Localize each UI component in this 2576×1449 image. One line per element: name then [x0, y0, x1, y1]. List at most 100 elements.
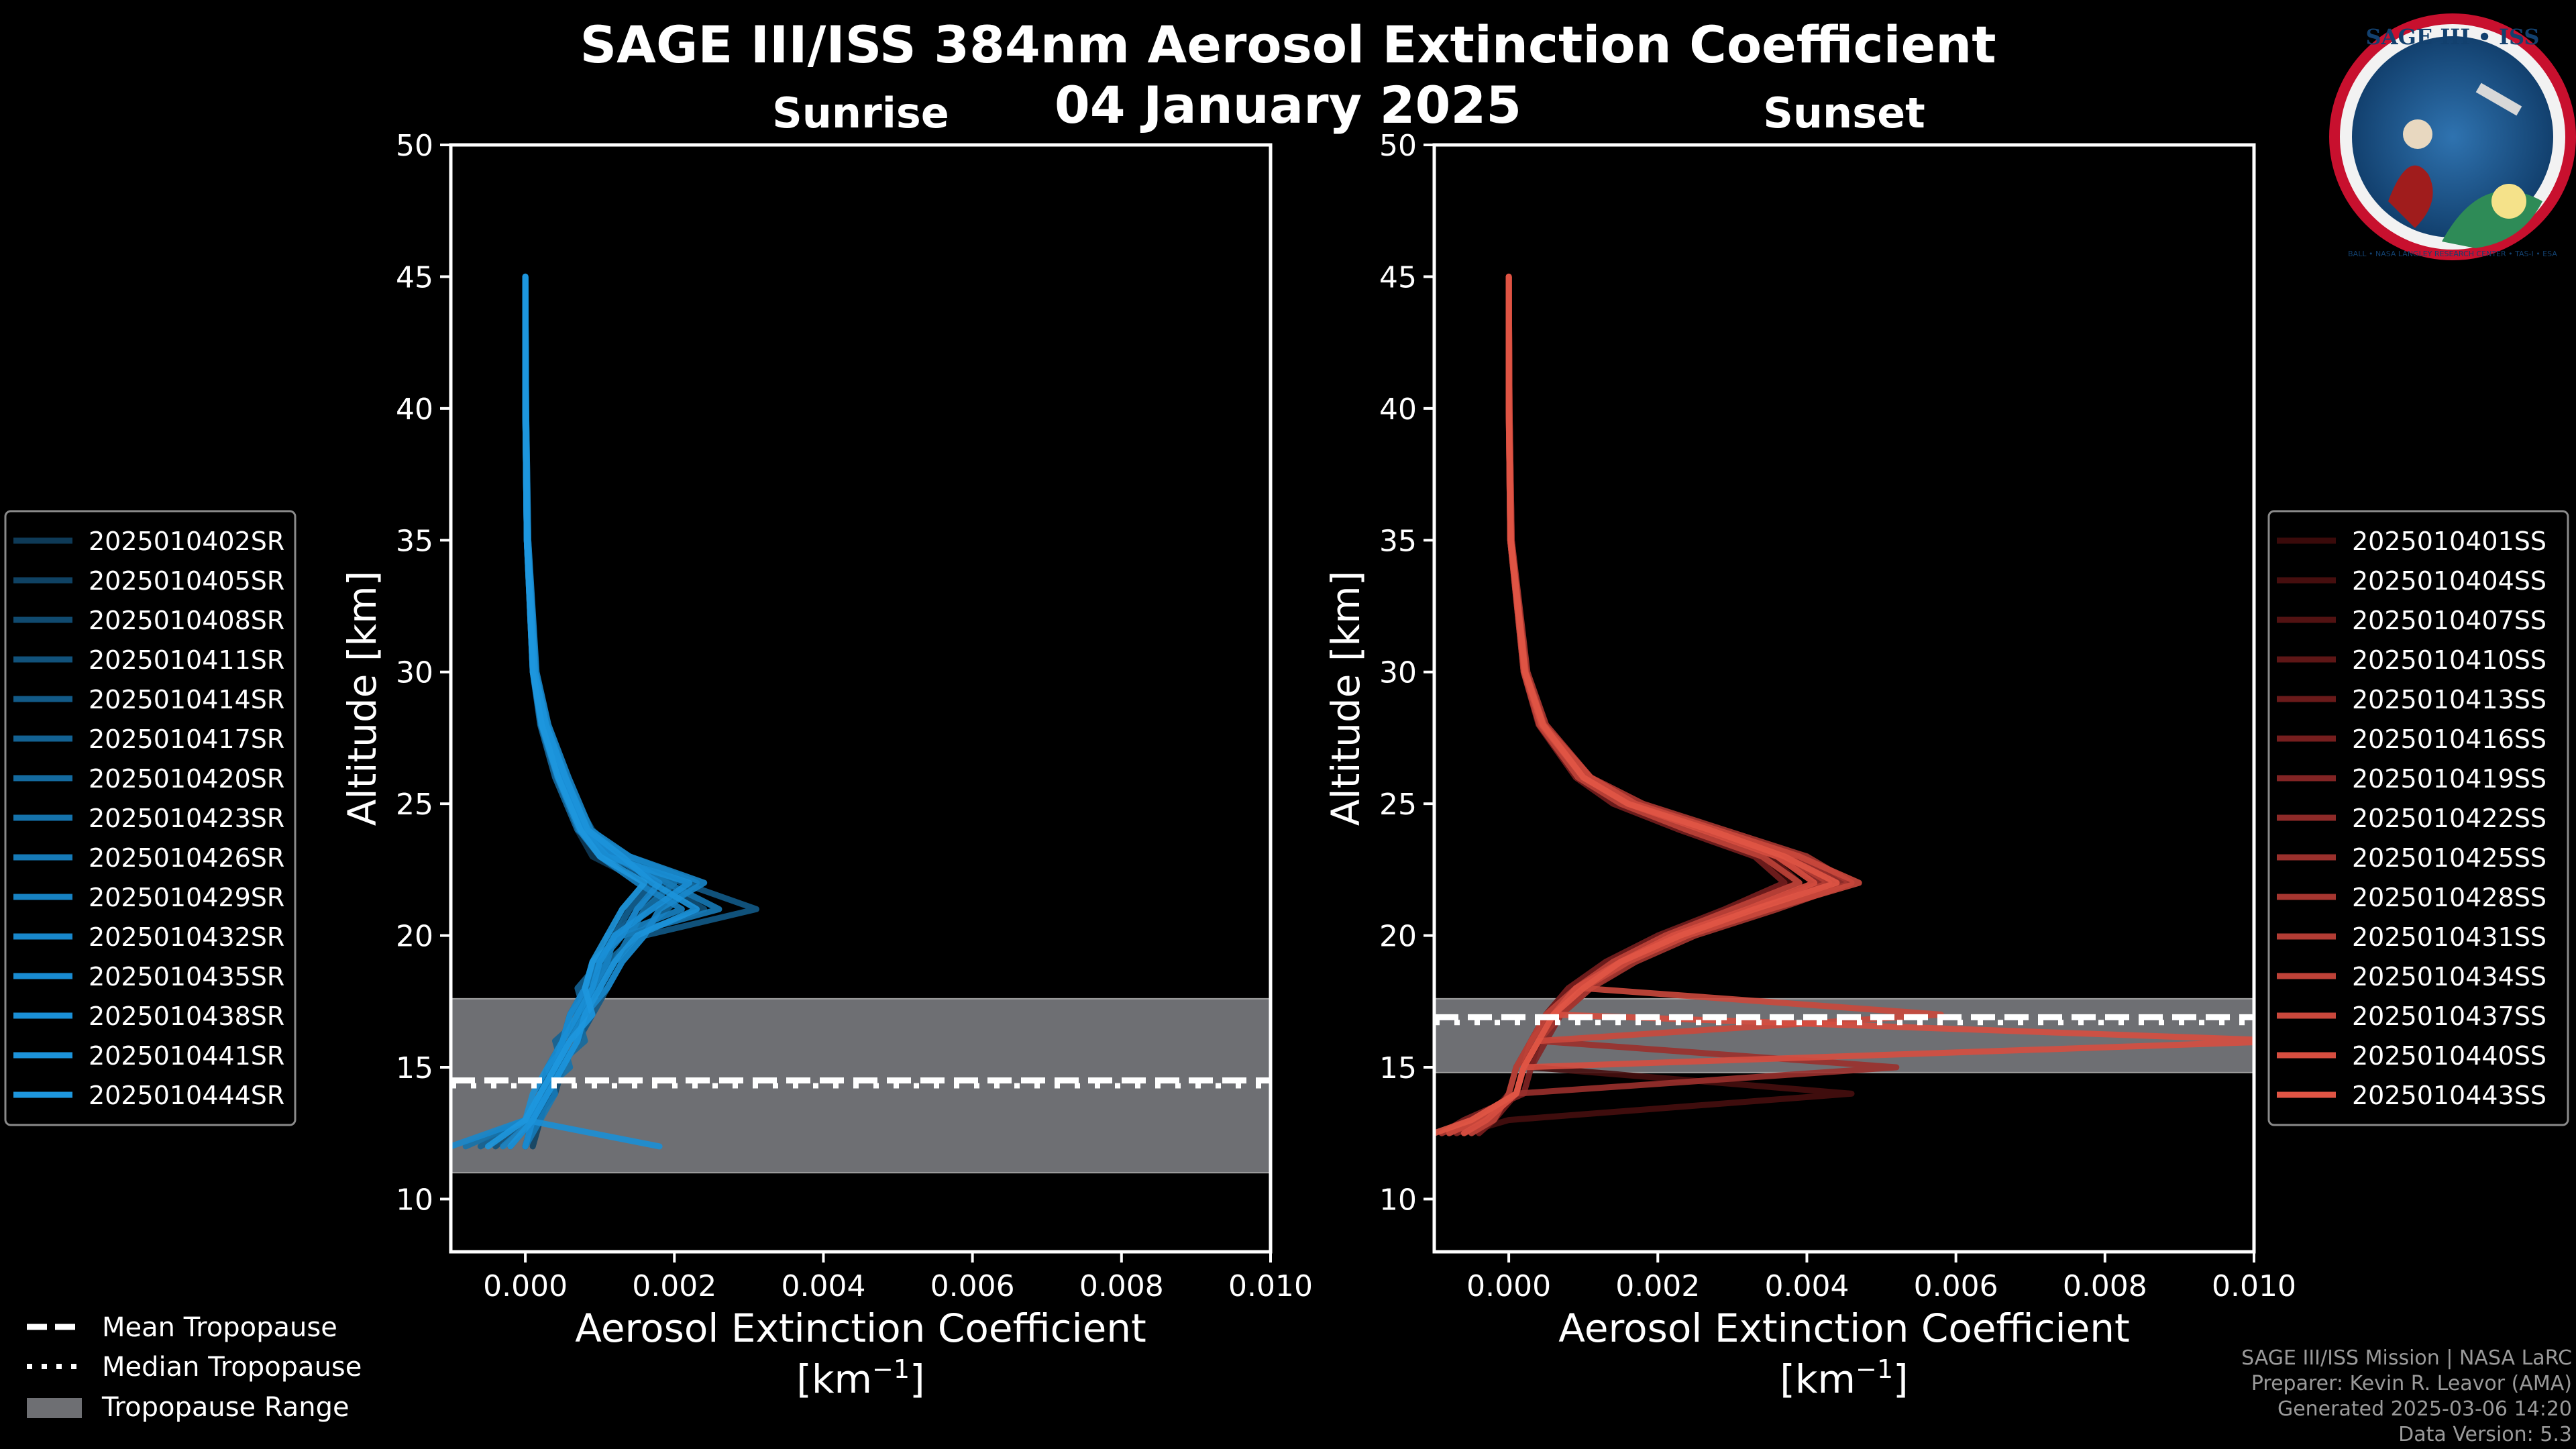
legend-entry-label: 2025010438SR: [89, 1002, 284, 1031]
figure-date: 04 January 2025: [1054, 75, 1522, 135]
y-axis-sunrise: 10 15 20 25 30 35 40 45 50: [396, 129, 451, 1217]
y-tick-label: 15: [396, 1051, 433, 1085]
sunset-series-group: [1434, 273, 2254, 1136]
y-tick-label: 30: [396, 656, 433, 690]
wizard-figure-shape: [2388, 165, 2433, 228]
legend-entry-label: 2025010444SR: [89, 1081, 284, 1110]
logo-title: SAGE III • ISS: [2366, 24, 2540, 50]
legend-entry-label: 2025010402SR: [89, 527, 284, 556]
wizard-head-shape: [2403, 119, 2432, 149]
legend-entry-label: 2025010434SS: [2352, 962, 2546, 991]
legend-frame: [2267, 510, 2569, 1126]
plot-frame-sunrise: [449, 143, 1273, 1254]
y-axis-label-sunrise: Altitude [km]: [339, 571, 385, 826]
credits-block: SAGE III/ISS Mission | NASA LaRC Prepare…: [2241, 1346, 2572, 1448]
x-axis-sunset: 0.000 0.002 0.004 0.006 0.008 0.010: [1466, 1252, 2296, 1303]
y-tick-label: 45: [1379, 260, 1417, 294]
panel-sunrise-title: Sunrise: [772, 89, 949, 138]
legend-sunset: 2025010401SS 2025010404SS 2025010407SS 2025…: [2267, 510, 2569, 1126]
tropopause-range-swatch: [27, 1398, 82, 1418]
x-tick-label: 0.000: [1466, 1269, 1551, 1303]
y-tick-label: 50: [396, 129, 433, 163]
y-tick-label: 50: [1379, 129, 1417, 163]
legend-entry-label: 2025010413SS: [2352, 685, 2546, 714]
panel-sunset-title: Sunset: [1763, 89, 1925, 138]
credit-line: Preparer: Kevin R. Leavor (AMA): [2251, 1372, 2572, 1395]
median-tropopause-label: Median Tropopause: [102, 1352, 362, 1383]
tropopause-range-label: Tropopause Range: [101, 1392, 350, 1423]
legend-entry-label: 2025010432SR: [89, 922, 284, 952]
legend-entry-label: 2025010435SR: [89, 962, 284, 991]
credit-line: SAGE III/ISS Mission | NASA LaRC: [2241, 1346, 2572, 1370]
legend-entry-label: 2025010411SR: [89, 645, 284, 675]
y-tick-label: 25: [396, 788, 433, 822]
legend-entry-label: 2025010437SS: [2352, 1002, 2546, 1031]
legend-entry-label: 2025010416SS: [2352, 724, 2546, 754]
legend-entry-label: 2025010410SS: [2352, 645, 2546, 675]
y-tick-label: 40: [1379, 392, 1417, 427]
legend-entry-label: 2025010407SS: [2352, 606, 2546, 635]
legend-entry-label: 2025010428SS: [2352, 883, 2546, 912]
legend-sunrise: 2025010402SR 2025010405SR 2025010408SR 2025…: [4, 510, 297, 1126]
x-tick-label: 0.002: [632, 1269, 716, 1303]
y-tick-label: 35: [1379, 524, 1417, 558]
legend-entry-label: 2025010405SR: [89, 566, 284, 596]
y-tick-label: 45: [396, 260, 433, 294]
legend-entry-label: 2025010423SR: [89, 804, 284, 833]
series-line-2025010443SS: [1434, 273, 1840, 1136]
legend-entry-label: 2025010429SR: [89, 883, 284, 912]
x-tick-label: 0.004: [781, 1269, 865, 1303]
x-axis-unit-sunrise: [km−1]: [796, 1354, 924, 1402]
figure-title: SAGE III/ISS 384nm Aerosol Extinction Co…: [580, 15, 1996, 74]
x-tick-label: 0.002: [1615, 1269, 1700, 1303]
x-tick-label: 0.010: [1228, 1269, 1313, 1303]
x-tick-label: 0.010: [2212, 1269, 2296, 1303]
y-tick-label: 35: [396, 524, 433, 558]
y-tick-label: 20: [1379, 920, 1417, 954]
y-tick-label: 10: [1379, 1183, 1417, 1217]
legend-entry-label: 2025010443SS: [2352, 1081, 2546, 1110]
legend-entry-label: 2025010404SS: [2352, 566, 2546, 596]
legend-entry-label: 2025010417SR: [89, 724, 284, 754]
credit-line: Data Version: 5.3: [2398, 1423, 2572, 1446]
sage-iii-iss-logo: SAGE III • ISS BALL • NASA LANGLEY RESEA…: [2329, 13, 2576, 260]
sun-shape: [2491, 184, 2526, 219]
legend-entry-label: 2025010422SS: [2352, 804, 2546, 833]
x-tick-label: 0.008: [1079, 1269, 1164, 1303]
plot-frame-sunset: [1432, 143, 2256, 1254]
y-tick-label: 30: [1379, 656, 1417, 690]
legend-entry-label: 2025010425SS: [2352, 843, 2546, 873]
y-tick-label: 10: [396, 1183, 433, 1217]
iss-shape: [2475, 83, 2522, 116]
x-tick-label: 0.006: [930, 1269, 1015, 1303]
legend-entry-label: 2025010426SR: [89, 843, 284, 873]
legend-entry-label: 2025010408SR: [89, 606, 284, 635]
legend-frame: [4, 510, 297, 1126]
x-tick-label: 0.008: [2063, 1269, 2147, 1303]
x-tick-label: 0.000: [483, 1269, 568, 1303]
y-tick-label: 20: [396, 920, 433, 954]
credit-line: Generated 2025-03-06 14:20: [2277, 1397, 2572, 1421]
legend-entry-label: 2025010441SR: [89, 1041, 284, 1071]
legend-entry-label: 2025010414SR: [89, 685, 284, 714]
legend-entry-label: 2025010440SS: [2352, 1041, 2546, 1071]
y-tick-label: 25: [1379, 788, 1417, 822]
x-axis-sunrise: 0.000 0.002 0.004 0.006 0.008 0.010: [483, 1252, 1313, 1303]
x-axis-unit-sunset: [km−1]: [1780, 1354, 1908, 1402]
x-axis-label-sunrise: Aerosol Extinction Coefficient: [575, 1305, 1146, 1351]
series-line-2025010444SR: [485, 273, 648, 1150]
y-tick-label: 40: [396, 392, 433, 427]
x-axis-label-sunset: Aerosol Extinction Coefficient: [1558, 1305, 2130, 1351]
x-tick-label: 0.006: [1914, 1269, 1998, 1303]
x-tick-label: 0.004: [1764, 1269, 1849, 1303]
y-axis-label-sunset: Altitude [km]: [1323, 571, 1368, 826]
legend-entry-label: 2025010401SS: [2352, 527, 2546, 556]
logo-ring-text: BALL • NASA LANGLEY RESEARCH CENTER • TA…: [2348, 250, 2557, 258]
legend-entry-label: 2025010420SR: [89, 764, 284, 794]
legend-entry-label: 2025010419SS: [2352, 764, 2546, 794]
legend-entry-label: 2025010431SS: [2352, 922, 2546, 952]
y-axis-sunset: 10 15 20 25 30 35 40 45 50: [1379, 129, 1434, 1217]
